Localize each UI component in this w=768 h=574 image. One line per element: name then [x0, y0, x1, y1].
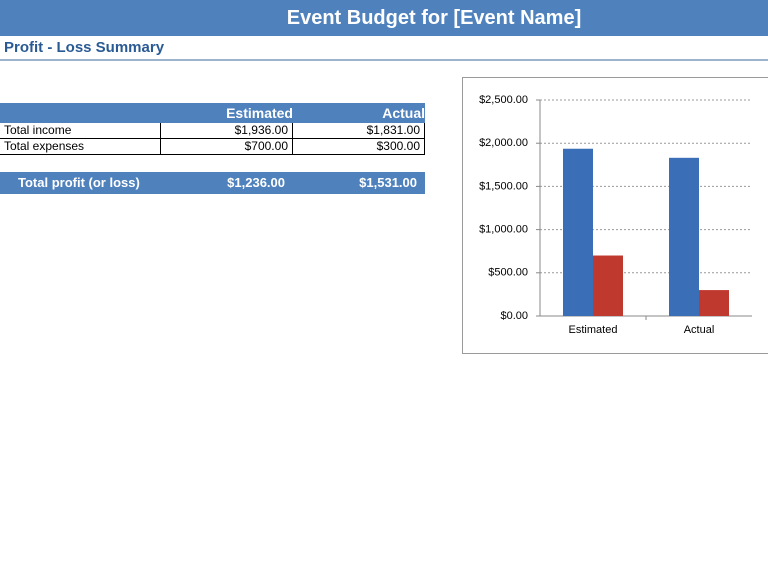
column-header: Actual	[293, 103, 425, 123]
bar	[699, 290, 729, 316]
bar	[669, 157, 699, 316]
subtitle: Profit - Loss Summary	[4, 39, 165, 56]
bar	[563, 148, 593, 316]
y-tick-label: $1,000.00	[479, 224, 528, 236]
y-tick-label: $1,500.00	[479, 180, 528, 192]
y-tick-label: $2,500.00	[479, 94, 528, 106]
title-bar: Event Budget for [Event Name]	[0, 0, 768, 36]
divider	[0, 59, 768, 61]
total-cell: Total profit (or loss)	[0, 172, 161, 194]
y-tick-label: $0.00	[500, 310, 528, 322]
table-cell: $700.00	[161, 139, 293, 155]
chart-frame	[462, 77, 768, 354]
header-blank	[0, 103, 161, 123]
table-cell: Total expenses	[0, 139, 161, 155]
table-cell: $1,936.00	[161, 123, 293, 139]
table-cell: $300.00	[293, 139, 425, 155]
column-header: Estimated	[161, 103, 293, 123]
table-cell: $1,831.00	[293, 123, 425, 139]
bar	[593, 255, 623, 316]
x-tick-label: Estimated	[569, 324, 618, 336]
y-tick-label: $500.00	[488, 267, 528, 279]
total-cell: $1,236.00	[161, 172, 293, 194]
x-tick-label: Actual	[684, 324, 715, 336]
total-cell: $1,531.00	[293, 172, 425, 194]
table-cell: Total income	[0, 123, 161, 139]
y-tick-label: $2,000.00	[479, 137, 528, 149]
